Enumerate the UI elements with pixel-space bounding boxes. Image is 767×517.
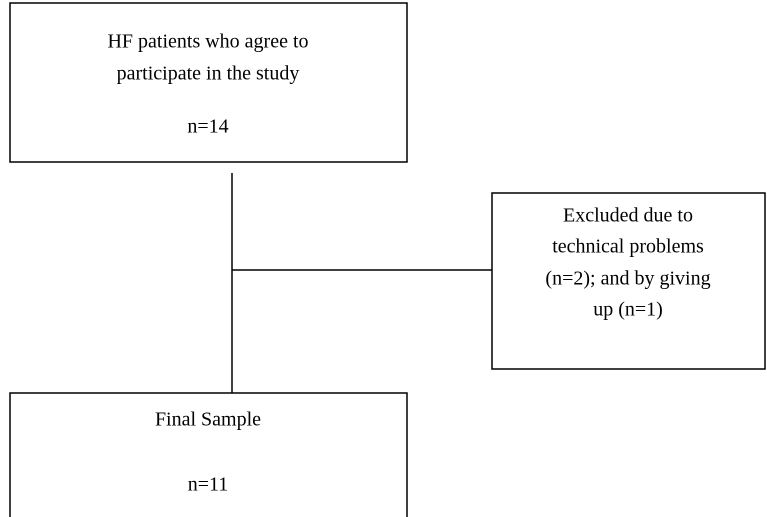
node-label: Final Sample	[155, 409, 261, 431]
box-excluded	[491, 192, 766, 370]
node-count: n=14	[187, 116, 228, 138]
node-count: n=11	[188, 474, 229, 496]
node-label: up (n=1)	[593, 299, 663, 321]
node-label: participate in the study	[117, 63, 300, 85]
node-label: (n=2); and by giving	[545, 268, 710, 290]
node-label: Excluded due to	[563, 205, 693, 227]
node-label: technical problems	[552, 236, 704, 258]
box-enrolled	[9, 2, 408, 163]
node-label: HF patients who agree to	[107, 31, 308, 53]
box-final	[9, 392, 408, 517]
